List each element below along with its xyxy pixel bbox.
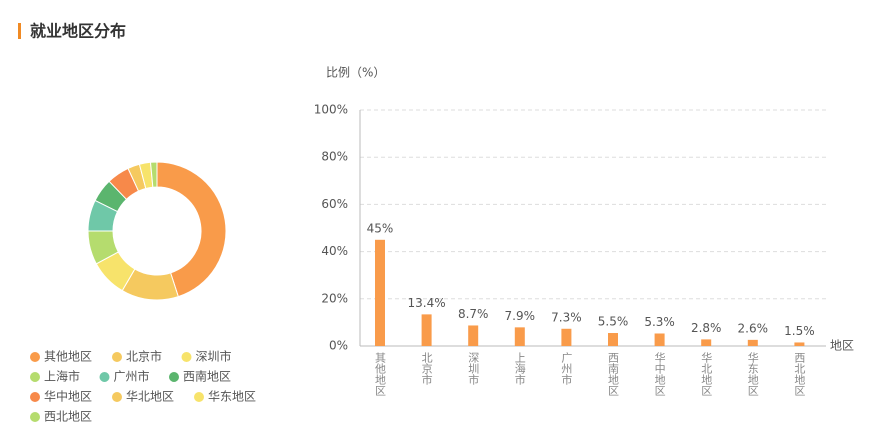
- legend-swatch: [99, 372, 110, 382]
- legend-swatch: [30, 392, 40, 402]
- legend-label: 西北地区: [44, 410, 92, 424]
- y-tick-label: 60%: [321, 197, 348, 211]
- x-tick-label: 深圳市: [467, 352, 480, 386]
- bar: [608, 333, 618, 346]
- y-axis-title: 比例（%）: [326, 66, 385, 80]
- x-tick-label: 华中地区: [653, 351, 666, 396]
- bar: [375, 239, 385, 346]
- y-tick-label: 40%: [321, 244, 348, 258]
- legend-label: 深圳市: [196, 349, 232, 364]
- value-label: 2.8%: [691, 321, 722, 335]
- value-label: 2.6%: [738, 321, 769, 335]
- x-tick-label: 广州市: [560, 352, 573, 386]
- section-title: 就业地区分布: [30, 22, 126, 41]
- title-accent: [18, 23, 21, 39]
- bar: [747, 339, 758, 346]
- legend-swatch: [112, 352, 122, 362]
- value-label: 7.3%: [551, 310, 582, 324]
- legend-swatch: [30, 412, 40, 422]
- bar: [654, 333, 665, 346]
- legend-swatch: [112, 392, 122, 402]
- legend-label: 上海市: [44, 369, 80, 384]
- x-tick-label: 华东地区: [746, 351, 759, 396]
- legend-label: 广州市: [114, 369, 150, 384]
- value-label: 1.5%: [784, 324, 815, 338]
- x-tick-label: 北京市: [420, 352, 433, 386]
- x-tick-label: 西北地区: [793, 352, 806, 396]
- y-tick-label: 100%: [314, 103, 348, 117]
- x-axis-title: 地区: [830, 339, 854, 353]
- y-tick-label: 20%: [321, 291, 348, 305]
- value-label: 8.7%: [458, 307, 489, 321]
- x-tick-label: 其他地区: [374, 352, 387, 396]
- legend-swatch: [181, 352, 192, 362]
- x-tick-label: 西南地区: [607, 352, 620, 396]
- x-tick-label: 上海市: [513, 352, 526, 386]
- bar: [514, 327, 525, 346]
- legend-swatch: [169, 372, 179, 382]
- value-label: 13.4%: [408, 296, 446, 310]
- value-label: 45%: [367, 221, 394, 235]
- legend-swatch: [194, 392, 204, 402]
- legend-label: 西南地区: [183, 369, 231, 384]
- y-tick-label: 80%: [321, 150, 348, 164]
- bar: [794, 342, 805, 346]
- x-tick-label: 华北地区: [700, 351, 713, 396]
- legend-swatch: [30, 372, 40, 382]
- legend-label: 北京市: [126, 349, 162, 364]
- legend-swatch: [30, 352, 40, 362]
- value-label: 5.5%: [598, 315, 629, 329]
- legend-label: 华北地区: [126, 390, 174, 404]
- donut-slice: [156, 161, 227, 298]
- value-label: 7.9%: [505, 309, 536, 323]
- donut-slice: [149, 161, 158, 188]
- bar: [468, 325, 479, 346]
- legend-label: 华东地区: [208, 390, 256, 404]
- bar: [421, 314, 432, 346]
- bar: [561, 328, 572, 346]
- bar: [701, 339, 712, 346]
- legend-label: 华中地区: [44, 389, 92, 404]
- value-label: 5.3%: [644, 315, 675, 329]
- y-tick-label: 0%: [329, 339, 348, 353]
- legend-label: 其他地区: [44, 350, 92, 364]
